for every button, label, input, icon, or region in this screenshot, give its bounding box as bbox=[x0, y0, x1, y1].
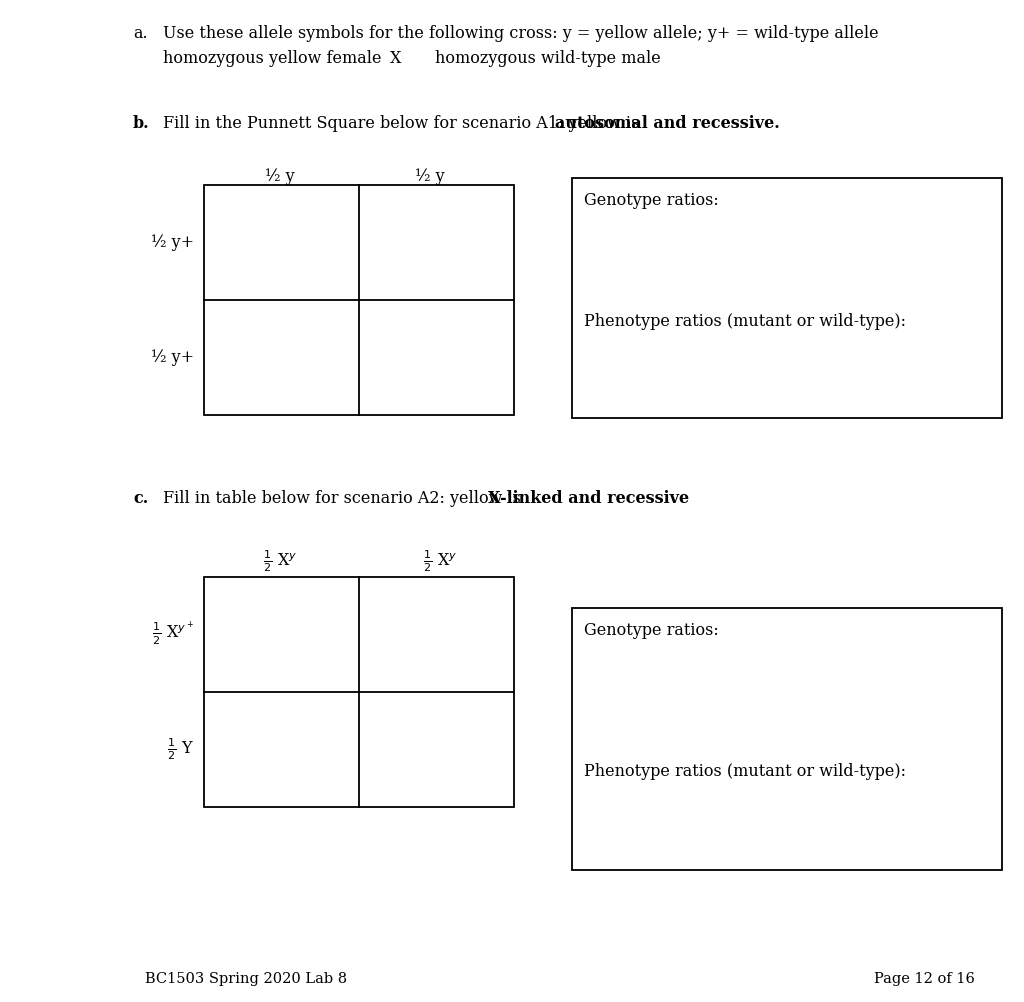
Text: $\frac{1}{2}$ X$^y$: $\frac{1}{2}$ X$^y$ bbox=[423, 548, 458, 574]
Text: Phenotype ratios (mutant or wild-type):: Phenotype ratios (mutant or wild-type): bbox=[584, 763, 906, 780]
Text: X-linked and recessive: X-linked and recessive bbox=[488, 490, 689, 507]
Bar bbox=[572, 178, 1002, 418]
Bar bbox=[572, 608, 1002, 870]
Text: ½ y+: ½ y+ bbox=[151, 233, 194, 250]
Text: Phenotype ratios (mutant or wild-type):: Phenotype ratios (mutant or wild-type): bbox=[584, 313, 906, 330]
Text: Page 12 of 16: Page 12 of 16 bbox=[874, 972, 975, 986]
Text: $\frac{1}{2}$ Y: $\frac{1}{2}$ Y bbox=[167, 736, 194, 762]
Bar bbox=[204, 185, 514, 415]
Text: b.: b. bbox=[133, 115, 150, 132]
Bar bbox=[204, 577, 514, 807]
Text: c.: c. bbox=[133, 490, 148, 507]
Text: ½ y: ½ y bbox=[415, 168, 444, 185]
Text: ½ y: ½ y bbox=[265, 168, 295, 185]
Text: a.: a. bbox=[133, 25, 147, 42]
Text: Genotype ratios:: Genotype ratios: bbox=[584, 622, 719, 639]
Text: $\frac{1}{2}$ X$^{y^+}$: $\frac{1}{2}$ X$^{y^+}$ bbox=[152, 620, 194, 648]
Text: $\frac{1}{2}$ X$^y$: $\frac{1}{2}$ X$^y$ bbox=[263, 548, 297, 574]
Text: BC1503 Spring 2020 Lab 8: BC1503 Spring 2020 Lab 8 bbox=[145, 972, 347, 986]
Text: homozygous yellow female: homozygous yellow female bbox=[163, 50, 382, 67]
Text: homozygous wild-type male: homozygous wild-type male bbox=[435, 50, 660, 67]
Text: autosomal and recessive.: autosomal and recessive. bbox=[555, 115, 779, 132]
Text: X: X bbox=[390, 50, 401, 67]
Text: Use these allele symbols for the following cross: y = yellow allele; y+ = wild-t: Use these allele symbols for the followi… bbox=[163, 25, 879, 42]
Text: Fill in the Punnett Square below for scenario A1: yellow is: Fill in the Punnett Square below for sce… bbox=[163, 115, 644, 132]
Text: Genotype ratios:: Genotype ratios: bbox=[584, 192, 719, 209]
Text: ½ y+: ½ y+ bbox=[151, 349, 194, 366]
Text: Fill in table below for scenario A2: yellow is: Fill in table below for scenario A2: yel… bbox=[163, 490, 526, 507]
